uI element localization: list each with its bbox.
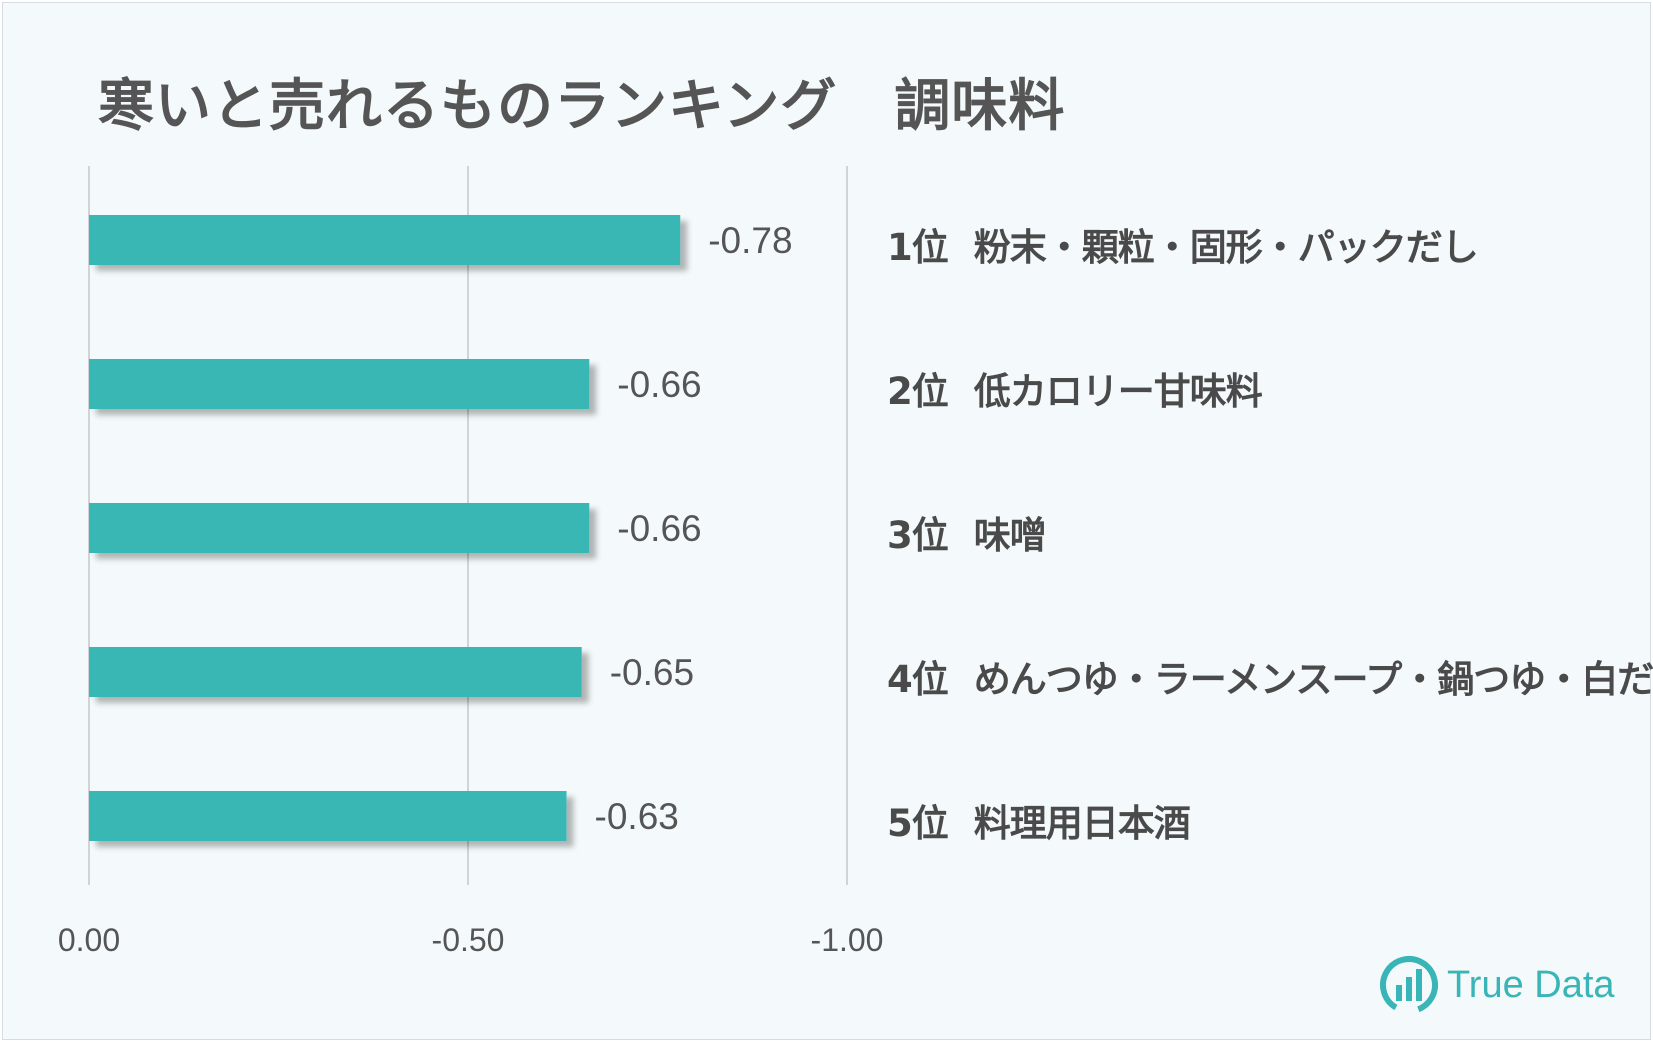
rank-number: 1位	[887, 226, 949, 269]
category-label: 3位 味噌	[887, 505, 1047, 559]
x-tick-label: -0.50	[432, 922, 505, 958]
rank-number: 2位	[887, 370, 949, 413]
rank-number: 5位	[887, 802, 949, 845]
x-tick-label: 0.00	[58, 922, 120, 958]
category-label: 5位 料理用日本酒	[887, 793, 1191, 847]
data-label: -0.66	[617, 508, 701, 549]
bar	[89, 791, 567, 841]
true-data-logo: True Data	[1379, 955, 1615, 1015]
logo-text: True Data	[1447, 963, 1615, 1006]
chart-title: 寒いと売れるものランキング 調味料	[98, 74, 1066, 139]
bar	[89, 647, 582, 697]
category-name: 低カロリー甘味料	[973, 370, 1263, 413]
category-label: 2位 低カロリー甘味料	[887, 361, 1263, 415]
data-label: -0.66	[617, 364, 701, 405]
rank-number: 3位	[887, 514, 949, 557]
data-label: -0.65	[610, 652, 694, 693]
category-name: めんつゆ・ラーメンスープ・鍋つゆ・白だし	[973, 658, 1653, 701]
bar-chart-circle-icon	[1380, 956, 1438, 1014]
bar	[89, 215, 681, 265]
category-name: 味噌	[973, 514, 1047, 557]
category-name: 料理用日本酒	[973, 802, 1191, 845]
bar-chart: -0.78 -0.66 -0.66 -0.65 -0.63 0.00 -0.50 -1.00	[58, 166, 884, 958]
bar	[89, 359, 590, 409]
data-label: -0.78	[708, 220, 792, 261]
data-label: -0.63	[595, 796, 679, 837]
category-name: 粉末・顆粒・固形・パックだし	[973, 226, 1479, 269]
x-tick-label: -1.00	[811, 922, 884, 958]
rank-number: 4位	[887, 658, 949, 701]
category-label: 1位 粉末・顆粒・固形・パックだし	[887, 217, 1479, 271]
category-label: 4位 めんつゆ・ラーメンスープ・鍋つゆ・白だし	[887, 649, 1653, 703]
bar	[89, 503, 590, 553]
